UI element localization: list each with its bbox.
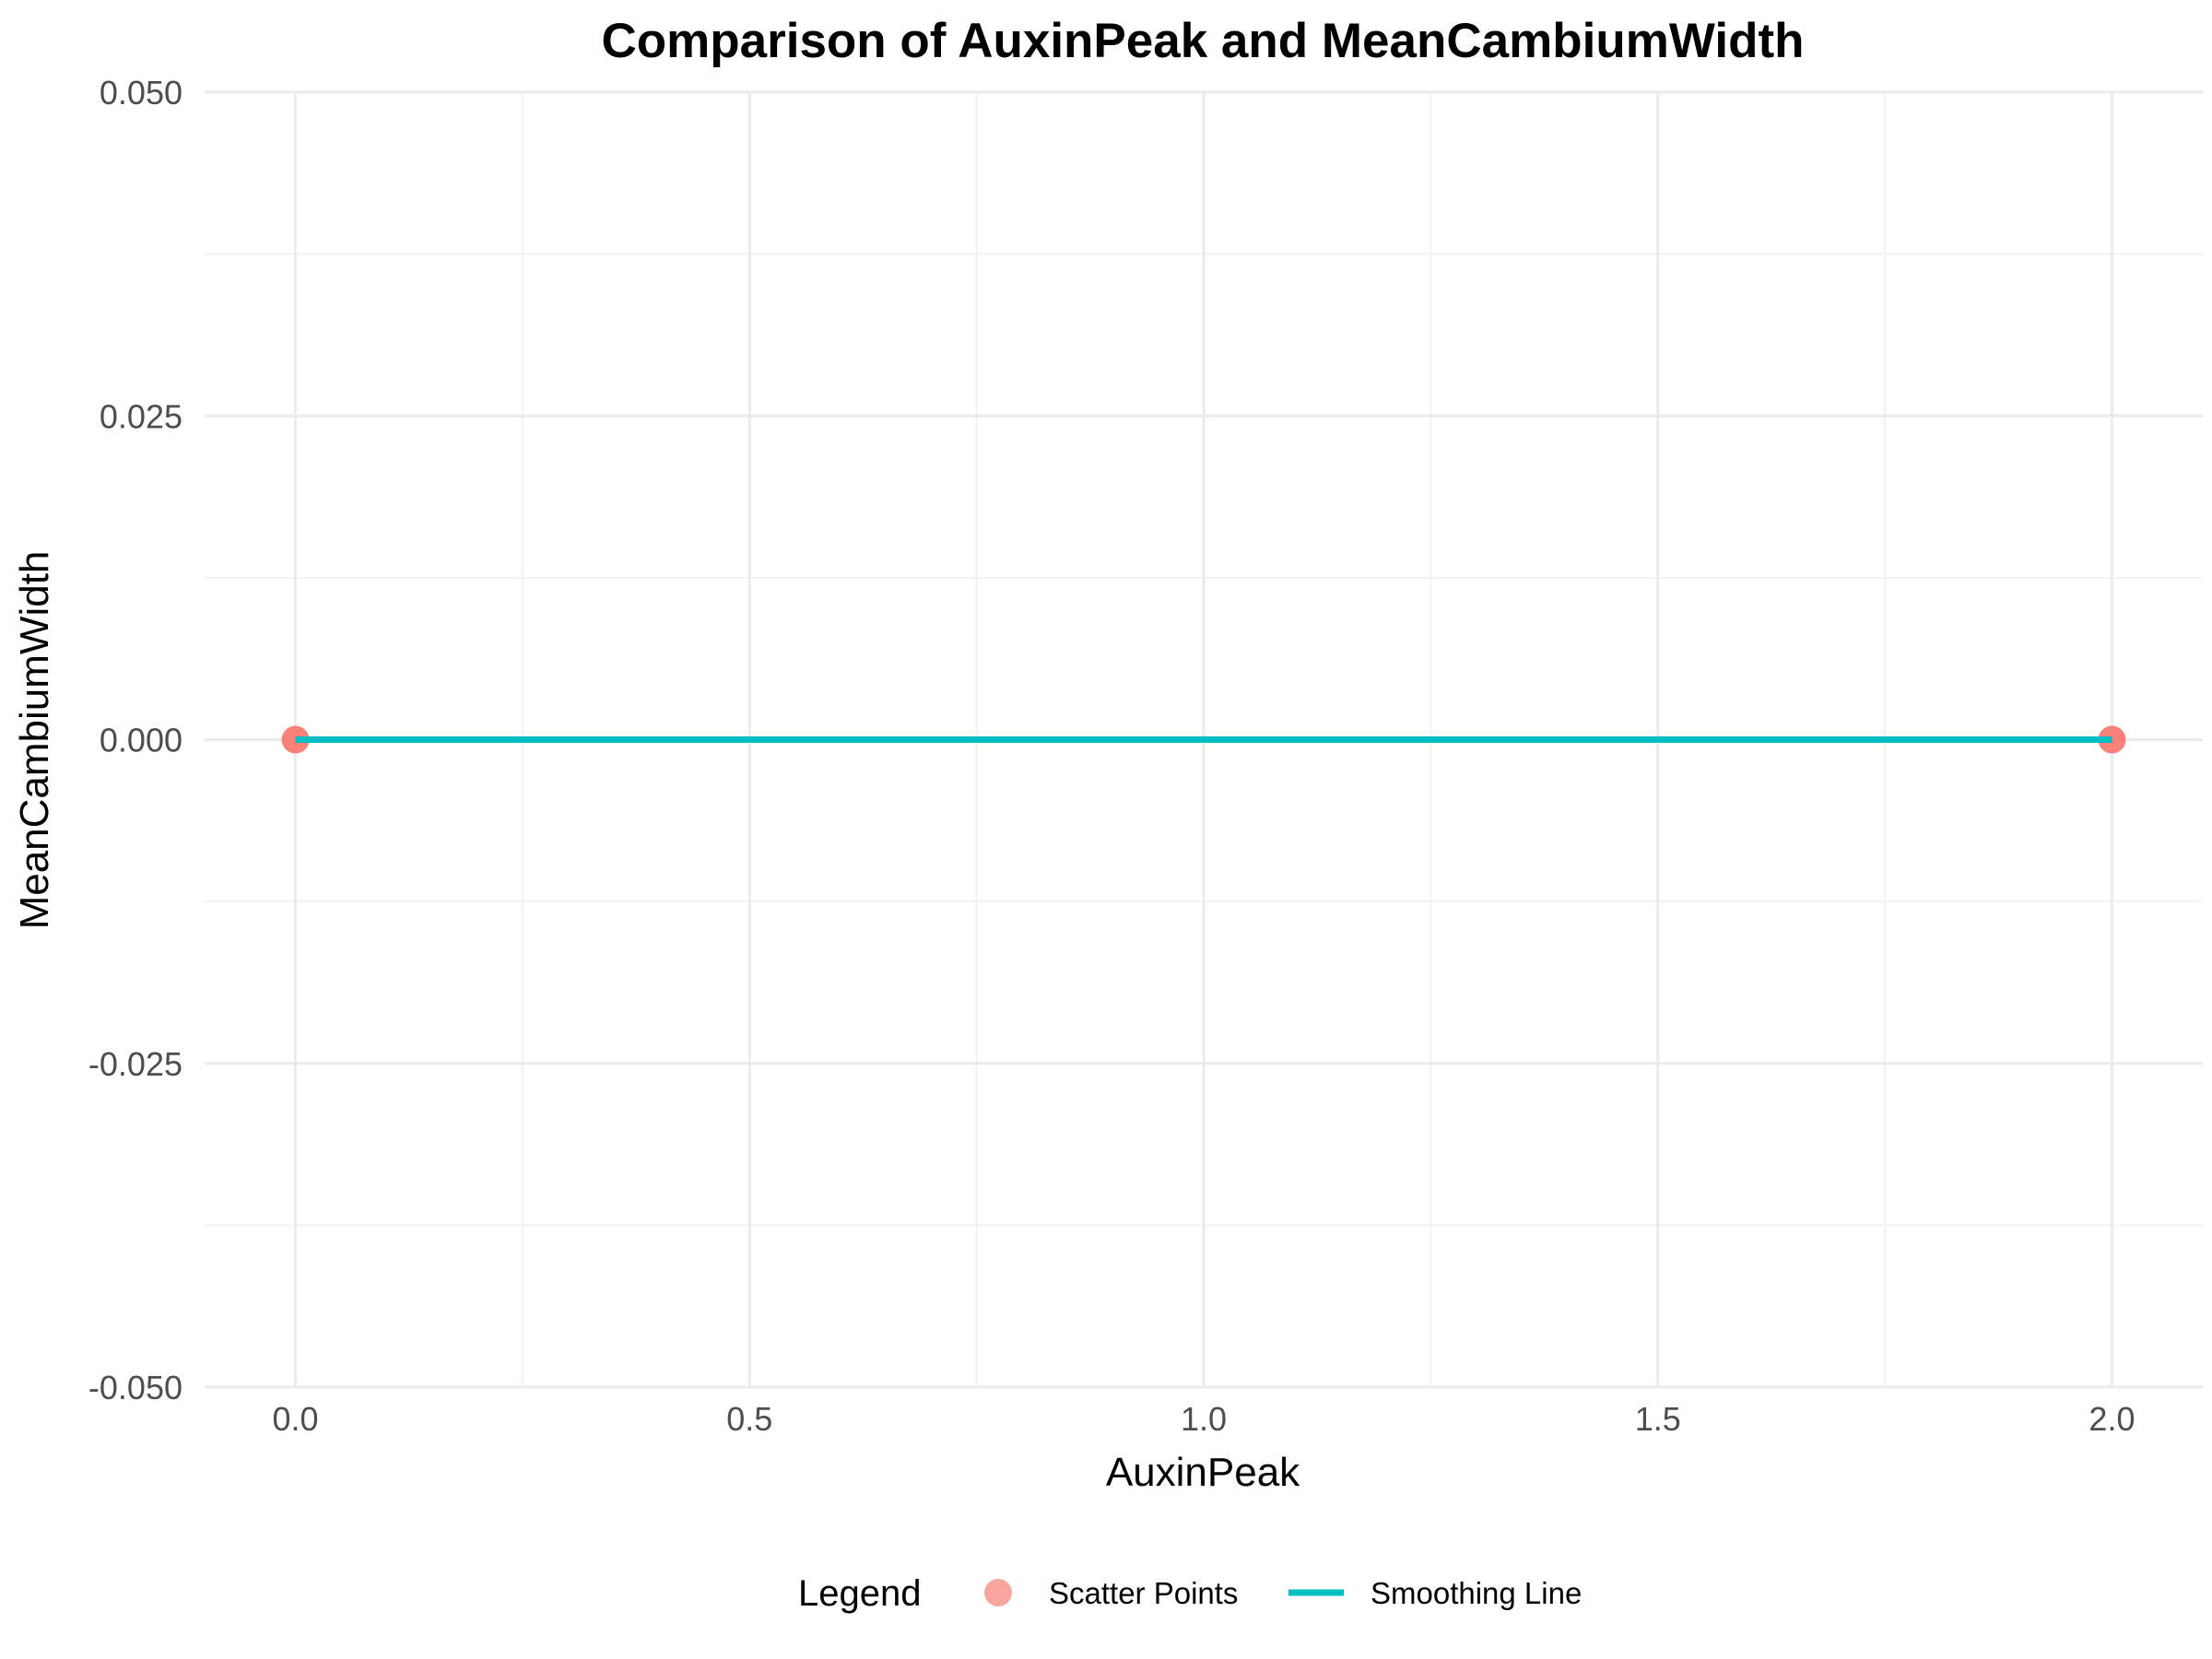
y-tick-label: 0.025 <box>100 397 182 435</box>
x-tick-label: 0.5 <box>726 1400 772 1438</box>
x-tick-label: 1.0 <box>1181 1400 1227 1438</box>
y-tick-label: -0.025 <box>88 1045 182 1083</box>
x-tick-label: 2.0 <box>2088 1400 2135 1438</box>
x-tick-label: 0.0 <box>273 1400 319 1438</box>
chart-title: Comparison of AuxinPeak and MeanCambiumW… <box>601 14 1804 68</box>
legend-label-scatter-points: Scatter Points <box>1049 1576 1238 1610</box>
legend-title: Legend <box>798 1573 921 1614</box>
x-axis-title: AuxinPeak <box>1106 1450 1300 1495</box>
y-tick-label: 0.000 <box>100 722 182 759</box>
y-axis-title: MeanCambiumWidth <box>12 551 57 930</box>
x-tick-label: 1.5 <box>1635 1400 1681 1438</box>
legend-key-scatter-points <box>984 1579 1012 1606</box>
legend-label-smoothing-line: Smoothing Line <box>1371 1576 1582 1610</box>
legend: Legend Scatter Points Smoothing Line <box>798 1573 1582 1614</box>
y-tick-labels: -0.050 -0.025 0.000 0.025 0.050 <box>88 74 182 1406</box>
y-tick-label: -0.050 <box>88 1369 182 1406</box>
series-layer <box>281 725 2126 754</box>
y-tick-label: 0.050 <box>100 74 182 112</box>
x-tick-labels: 0.0 0.5 1.0 1.5 2.0 <box>273 1400 2136 1438</box>
